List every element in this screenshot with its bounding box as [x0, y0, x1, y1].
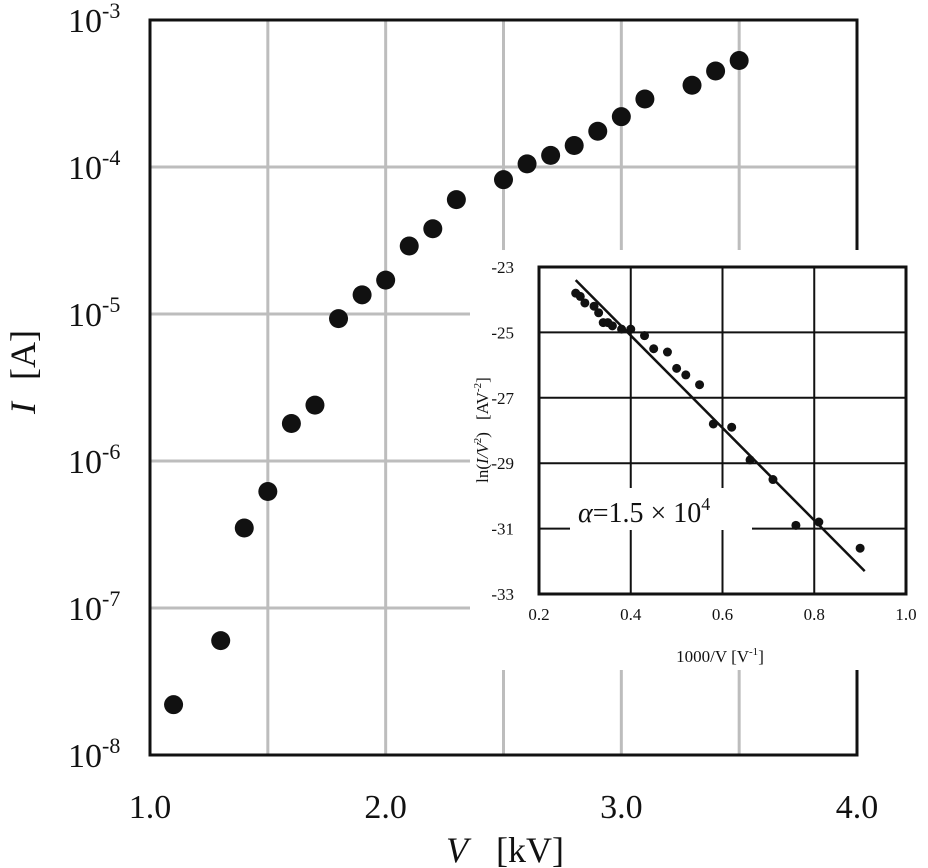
main-data-point	[588, 121, 608, 141]
inset-data-point	[855, 543, 865, 553]
y-axis-title: I [A]	[3, 330, 43, 415]
main-data-point	[376, 270, 396, 290]
inset-x-tick-label: 0.2	[528, 605, 549, 624]
inset-data-point	[662, 347, 672, 357]
inset-x-axis-title: 1000/V [V-1]	[676, 646, 764, 666]
main-data-point	[517, 154, 537, 174]
inset-data-points	[571, 288, 865, 553]
inset-x-tick-label: 0.6	[712, 605, 733, 624]
inset-data-point	[640, 331, 650, 341]
inset-y-tick-label: -33	[491, 585, 514, 604]
inset-data-point	[594, 308, 604, 318]
main-data-point	[329, 309, 349, 329]
inset-data-point	[672, 363, 682, 373]
inset-x-label-text: 1000/V [V	[676, 647, 750, 666]
main-data-point	[564, 136, 584, 156]
alpha-symbol: α	[578, 498, 594, 529]
inset-fit-line	[574, 279, 866, 572]
inset-y-sup: 2	[472, 438, 484, 444]
main-y-tick-label: 10-6	[68, 439, 120, 481]
main-data-point	[706, 61, 726, 81]
inset-y-tick-label: -23	[491, 258, 514, 277]
inset-y-unit-sup: -2	[472, 383, 484, 392]
inset-y-tick-label: -27	[491, 389, 514, 408]
inset-data-point	[727, 422, 737, 432]
inset-data-point	[695, 380, 705, 390]
main-data-point	[234, 518, 254, 538]
inset-x-label-sup: -1	[749, 646, 758, 658]
inset-x-tick-label: 0.4	[620, 605, 642, 624]
main-x-tick-label: 1.0	[129, 789, 172, 826]
inset-x-tick-label: 0.8	[804, 605, 825, 624]
main-data-point	[258, 482, 278, 502]
inset-y-unit: [AV	[473, 391, 492, 420]
main-data-point	[399, 236, 419, 256]
main-data-point	[682, 75, 702, 95]
main-x-tick-label: 2.0	[364, 789, 407, 826]
inset-y-tick-label: -25	[491, 323, 514, 342]
main-data-point	[164, 695, 184, 715]
inset-plot-frame	[537, 265, 908, 596]
main-data-point	[611, 107, 631, 127]
main-x-tick-label: 4.0	[836, 789, 879, 826]
main-data-point	[446, 190, 466, 210]
inset-data-point	[649, 344, 659, 354]
main-data-point	[352, 285, 372, 305]
main-data-point	[494, 170, 513, 190]
inset-data-point	[607, 321, 617, 331]
inset-y-tick-labels: -23 -25 -27 -29 -31 -33	[491, 258, 514, 604]
main-data-point	[305, 395, 325, 415]
alpha-exponent: 4	[701, 494, 710, 514]
inset-y-tick-label: -31	[491, 520, 514, 539]
main-x-tick-labels: 1.0 2.0 3.0 4.0	[129, 789, 879, 826]
inset-y-frac: I/V	[473, 441, 492, 465]
inset-background	[470, 250, 928, 670]
annotation-background	[570, 488, 752, 530]
inset-y-close: )	[473, 432, 492, 438]
x-axis-symbol: V	[446, 830, 472, 868]
inset-x-tick-labels: 0.2 0.4 0.6 0.8 1.0	[528, 605, 916, 624]
main-data-point	[281, 413, 301, 433]
main-data-point	[541, 145, 561, 165]
inset-data-point	[575, 291, 585, 301]
main-y-tick-label: 10-5	[68, 292, 120, 334]
inset-x-label-end: ]	[758, 647, 764, 666]
main-x-tick-label: 3.0	[600, 789, 643, 826]
main-y-tick-label: 10-8	[68, 733, 120, 775]
inset-y-tick-label: -29	[491, 454, 514, 473]
inset-data-point	[589, 301, 599, 311]
inset-data-point	[791, 520, 801, 530]
main-y-tick-labels: 10-8 10-7 10-6 10-5 10-4 10-3	[68, 0, 120, 775]
main-data-point	[729, 51, 749, 71]
main-y-tick-label: 10-3	[68, 0, 120, 40]
y-axis-symbol: I	[3, 400, 43, 415]
alpha-annotation: α=1.5 × 104	[578, 494, 710, 529]
inset-x-tick-label: 1.0	[895, 605, 916, 624]
y-axis-unit: [A]	[3, 330, 43, 380]
inset-data-point	[681, 370, 691, 380]
inset-y-ln: ln(	[473, 464, 492, 483]
inset-y-axis-title: ln(I/V2) [AV-2]	[472, 377, 492, 483]
x-axis-unit: [kV]	[496, 830, 564, 868]
inset-data-point	[626, 324, 636, 334]
main-data-points	[164, 51, 749, 715]
inset-data-point	[580, 298, 590, 308]
main-data-point	[423, 219, 443, 239]
inset-y-unit-end: ]	[473, 377, 492, 383]
main-y-tick-label: 10-7	[68, 586, 120, 628]
main-data-point	[211, 631, 231, 651]
main-y-tick-label: 10-4	[68, 145, 120, 187]
x-axis-title: V [kV]	[446, 830, 564, 868]
alpha-value: =1.5 × 10	[593, 498, 702, 529]
main-data-point	[635, 89, 655, 109]
